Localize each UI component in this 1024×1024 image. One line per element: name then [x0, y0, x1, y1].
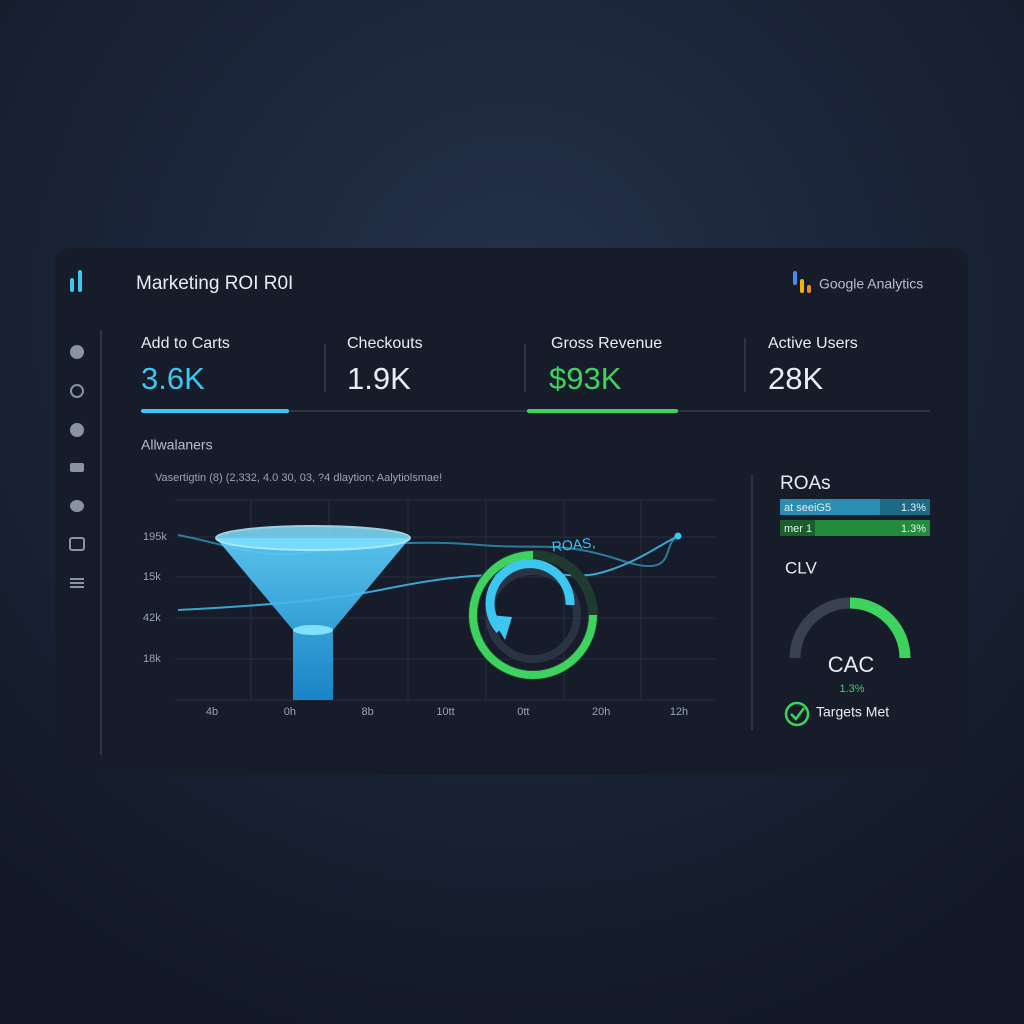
- kpi-label: Gross Revenue: [551, 335, 662, 352]
- title: Marketing ROI R0I: [136, 273, 293, 294]
- brand-logo: [793, 271, 811, 293]
- kpi-value: 28K: [768, 361, 823, 396]
- kpi-label: Active Users: [768, 335, 858, 352]
- y-tick-label: 195k: [143, 531, 167, 543]
- x-tick-label: 8b: [362, 706, 374, 718]
- cac-value: 1.3%: [839, 683, 864, 695]
- clv-title: CLV: [785, 558, 817, 577]
- roas-value: 1.3%: [901, 502, 926, 514]
- y-tick-label: 42k: [143, 612, 161, 624]
- status: Targets Met: [816, 704, 889, 720]
- chart-annotation: ROAS,: [551, 534, 596, 554]
- gauge: [789, 597, 911, 659]
- roas-ring: [468, 550, 598, 680]
- kpi-label: Checkouts: [347, 335, 423, 352]
- roas-bar: [780, 520, 930, 536]
- x-tick-label: 12h: [670, 706, 688, 718]
- brand: Google Analytics: [819, 276, 923, 292]
- y-tick-label: 18k: [143, 653, 161, 665]
- roas-bar: [780, 520, 815, 536]
- kpi-underline: [527, 409, 678, 413]
- roas-label: at seeiG5: [784, 502, 831, 514]
- x-tick-label: 4b: [206, 706, 218, 718]
- y-tick-label: 15k: [143, 571, 161, 583]
- roas-bar: [780, 499, 880, 515]
- kpi-value: 3.6K: [141, 361, 205, 396]
- x-tick-label: 10tt: [436, 706, 454, 718]
- chart-subtitle: Vasertigtin (8) (2,332, 4.0 30, 03, ?4 d…: [155, 472, 442, 484]
- kpi-underline: [141, 409, 289, 413]
- roas-title: ROAs: [780, 473, 831, 494]
- roas-label: mer 1: [784, 523, 812, 535]
- x-tick-label: 20h: [592, 706, 610, 718]
- card: [55, 248, 968, 775]
- trend-dot: [674, 532, 682, 540]
- kpi-value: 1.9K: [347, 361, 411, 396]
- check-icon: [784, 701, 810, 727]
- x-tick-label: 0h: [284, 706, 296, 718]
- funnel: [215, 525, 411, 700]
- roas-value: 1.3%: [901, 523, 926, 535]
- kpi-label: Add to Carts: [141, 335, 230, 352]
- x-tick-label: 0tt: [517, 706, 529, 718]
- chart-title: Allwalaners: [141, 437, 213, 453]
- kpi-value: $93K: [549, 361, 622, 396]
- cac-title: CAC: [828, 652, 875, 677]
- sidebar: [69, 270, 102, 755]
